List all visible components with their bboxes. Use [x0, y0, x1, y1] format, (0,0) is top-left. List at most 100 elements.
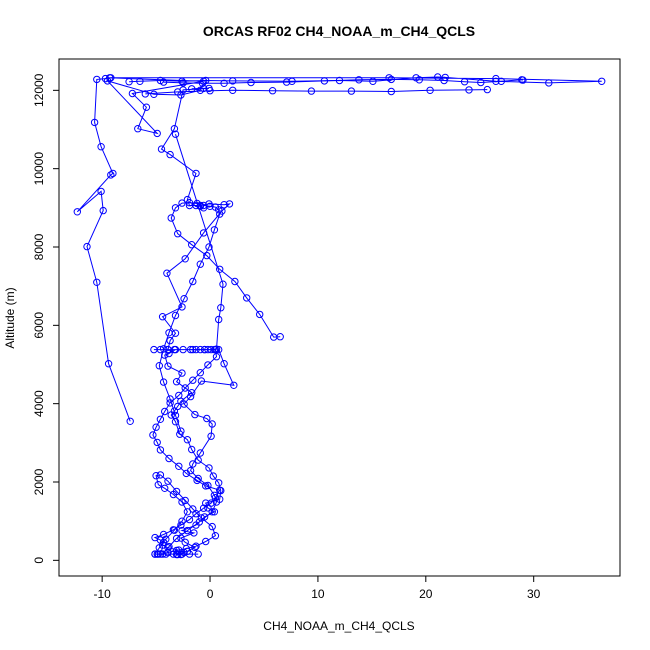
data-point [196, 449, 205, 457]
data-point [178, 77, 186, 86]
data-point [166, 395, 174, 403]
data-point [220, 79, 228, 88]
data-point [190, 529, 198, 537]
data-point [229, 77, 237, 85]
data-point [176, 430, 184, 438]
data-point [209, 472, 218, 480]
data-point [178, 526, 186, 535]
data-point [189, 376, 197, 384]
data-point [170, 526, 179, 534]
data-point [477, 78, 485, 87]
data-point [220, 360, 228, 368]
data-point [231, 277, 239, 286]
data-point [156, 471, 165, 479]
flight-segment [151, 345, 238, 558]
y-tick-label: 10000 [32, 152, 46, 186]
data-point [215, 206, 223, 214]
data-point [151, 533, 159, 542]
data-point [158, 550, 167, 558]
data-point [198, 79, 207, 88]
data-point [196, 369, 205, 377]
data-point [134, 125, 142, 133]
data-point [194, 474, 202, 483]
data-point [307, 87, 316, 95]
data-point [196, 345, 205, 354]
data-point [97, 187, 105, 196]
flight-segment [171, 130, 227, 354]
data-point [199, 504, 208, 512]
data-point [107, 74, 115, 82]
data-point [203, 251, 211, 260]
data-point [167, 214, 175, 222]
data-point [178, 517, 186, 525]
data-point [355, 76, 363, 84]
data-point [210, 508, 219, 516]
data-point [182, 544, 191, 553]
plot-frame [58, 58, 621, 577]
data-point [175, 462, 183, 470]
data-point [150, 345, 158, 354]
data-point [415, 76, 423, 84]
data-point [156, 446, 165, 454]
data-point [158, 313, 167, 321]
data-point [166, 150, 174, 159]
data-point [141, 90, 150, 98]
data-point [460, 78, 469, 86]
data-point [189, 505, 197, 513]
data-point [90, 118, 99, 127]
data-point [208, 508, 216, 516]
y-axis-label: Altitude (m) [3, 287, 17, 348]
data-point [161, 484, 169, 492]
data-point [170, 125, 179, 133]
data-point [171, 411, 180, 420]
data-point [212, 353, 221, 361]
data-point [243, 294, 251, 302]
flight-segment [73, 74, 234, 425]
data-point [211, 532, 220, 540]
data-point [196, 260, 205, 268]
data-point [172, 378, 181, 386]
data-point [181, 255, 189, 263]
data-point [159, 78, 168, 86]
data-point [179, 345, 187, 354]
x-axis: -10 0 10 20 30 [93, 576, 541, 601]
data-point [152, 423, 160, 431]
y-axis: 0 2000 4000 6000 8000 10000 12000 [32, 73, 59, 564]
series-layer [73, 73, 606, 559]
data-point [195, 518, 204, 526]
data-point [174, 88, 182, 96]
data-point [208, 522, 216, 531]
flight-segment [149, 345, 225, 559]
data-point [197, 377, 206, 385]
data-point [164, 477, 172, 485]
data-point [188, 241, 196, 249]
chart-title: ORCAS RF02 CH4_NOAA_m_CH4_QCLS [203, 23, 475, 39]
data-point [194, 550, 202, 558]
data-point [545, 79, 553, 87]
data-point [199, 84, 208, 93]
series-line [145, 89, 488, 95]
data-point [205, 243, 213, 251]
data-point [206, 202, 214, 211]
data-point [164, 548, 172, 557]
data-point [598, 77, 606, 86]
data-point [153, 129, 161, 138]
y-tick-label: 8000 [32, 233, 46, 260]
data-point [270, 333, 278, 341]
data-point [256, 310, 264, 319]
data-point [210, 491, 219, 499]
data-point [202, 537, 210, 546]
data-point [93, 278, 101, 286]
data-point [185, 550, 194, 558]
data-point [174, 230, 182, 238]
data-point [183, 436, 192, 444]
data-point [154, 481, 163, 489]
x-tick-label: 10 [311, 587, 325, 601]
y-tick-label: 2000 [32, 468, 46, 495]
x-tick-label: 20 [419, 587, 433, 601]
data-point [268, 87, 277, 95]
data-point [220, 201, 228, 209]
x-tick-label: 30 [527, 587, 541, 601]
x-tick-label: 0 [207, 587, 214, 601]
